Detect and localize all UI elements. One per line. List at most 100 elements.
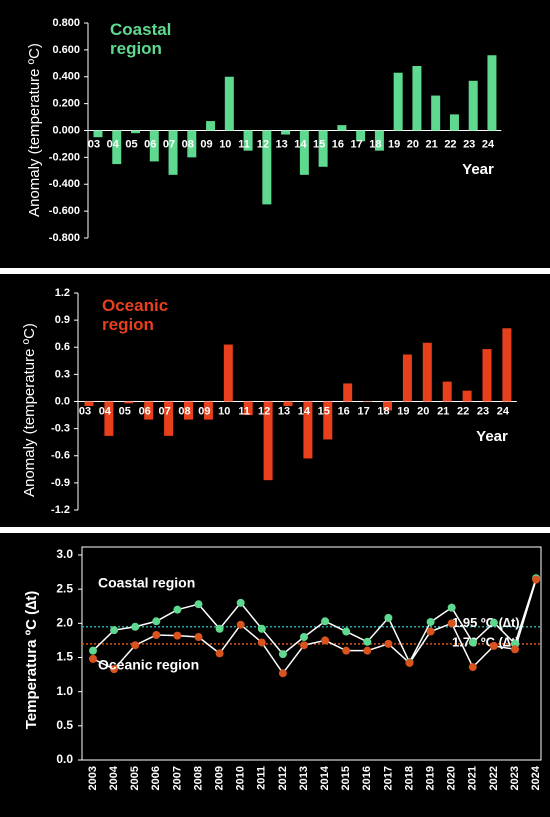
x-tick-label: 24 <box>482 138 495 150</box>
point <box>89 646 97 655</box>
x-tick-label: 20 <box>407 138 419 150</box>
x-tick-label: 15 <box>318 405 330 417</box>
x-tick-label: 12 <box>258 405 270 417</box>
y-tick-label: 0.400 <box>52 71 80 83</box>
y-tick-label: 0.5 <box>56 718 73 732</box>
x-tick-label: 08 <box>182 138 194 150</box>
bar <box>383 401 392 411</box>
x-tick-label: 22 <box>457 405 469 417</box>
point <box>321 636 330 645</box>
y-tick-label: -0.9 <box>51 477 70 489</box>
x-tick-label: 2017 <box>382 766 394 790</box>
y-tick-label: 0.000 <box>52 124 80 136</box>
panel-background <box>0 533 550 817</box>
y-tick-label: 0.200 <box>52 98 80 110</box>
point <box>342 646 351 655</box>
bar <box>468 80 478 131</box>
x-tick-label: 2015 <box>340 766 352 790</box>
point <box>363 646 372 655</box>
point <box>278 669 287 678</box>
x-tick-label: 14 <box>298 405 311 417</box>
point <box>405 658 414 667</box>
x-tick-label: 04 <box>99 405 112 417</box>
point <box>257 624 266 633</box>
x-tick-label: 2012 <box>277 766 289 790</box>
point <box>426 627 435 636</box>
y-tick-label: 0.3 <box>55 368 70 380</box>
point <box>426 617 435 626</box>
point <box>384 639 393 648</box>
x-tick-label: 20 <box>417 405 429 417</box>
x-tick-label: 2021 <box>467 766 479 790</box>
y-tick-label: -0.400 <box>49 178 80 190</box>
x-tick-label: 18 <box>369 138 381 150</box>
bar <box>243 401 253 416</box>
bar <box>422 342 432 402</box>
bar <box>299 130 309 175</box>
x-tick-label: 14 <box>294 138 307 150</box>
point <box>447 603 456 612</box>
y-tick-label: 1.2 <box>55 287 70 299</box>
bar <box>149 130 159 162</box>
x-tick-label: 12 <box>257 138 269 150</box>
bar <box>402 354 412 402</box>
point <box>131 641 140 650</box>
bar <box>374 130 384 151</box>
point <box>152 617 161 626</box>
bar <box>131 130 141 134</box>
x-tick-label: 2003 <box>87 766 99 790</box>
bar <box>449 114 459 131</box>
y-tick-label: 3.0 <box>56 547 73 561</box>
point <box>321 617 330 626</box>
x-tick-label: 22 <box>444 138 456 150</box>
x-tick-label: 2005 <box>129 766 141 790</box>
x-tick-label: 06 <box>144 138 156 150</box>
y-tick-label: 0.6 <box>55 341 70 353</box>
y-axis-label: Temperatura ºC (∆t) <box>23 591 40 730</box>
x-tick-label: 09 <box>198 405 210 417</box>
x-axis-label: Year <box>462 161 494 178</box>
point <box>110 626 119 635</box>
x-tick-label: 05 <box>119 405 131 417</box>
x-tick-label: 11 <box>238 405 250 417</box>
bar <box>412 66 422 131</box>
y-tick-label: 1.0 <box>56 684 73 698</box>
x-tick-label: 2014 <box>319 765 331 790</box>
x-tick-label: 16 <box>338 405 350 417</box>
x-tick-label: 2010 <box>235 766 247 790</box>
bar <box>487 55 497 131</box>
bar <box>206 121 216 131</box>
reference-label: 1.70 ºC (∆t) <box>452 634 520 649</box>
x-tick-label: 2008 <box>192 766 204 790</box>
y-tick-label: -0.600 <box>49 205 80 217</box>
point <box>447 619 456 628</box>
x-tick-label: 10 <box>218 405 230 417</box>
x-tick-label: 2024 <box>530 765 542 790</box>
x-tick-label: 2006 <box>150 766 162 790</box>
x-tick-label: 07 <box>163 138 175 150</box>
x-tick-label: 10 <box>219 138 231 150</box>
panel-background <box>0 0 550 268</box>
y-tick-label: 2.0 <box>56 616 73 630</box>
bar <box>356 130 366 142</box>
x-tick-label: 23 <box>477 405 489 417</box>
point <box>89 654 97 663</box>
x-tick-label: 19 <box>397 405 409 417</box>
y-tick-label: 0.0 <box>55 395 70 407</box>
bar <box>112 130 122 165</box>
point <box>173 605 182 614</box>
x-tick-label: 21 <box>426 138 438 150</box>
bar <box>184 401 193 420</box>
x-tick-label: 07 <box>158 405 170 417</box>
panel-title: Oceanic region <box>102 296 169 334</box>
point <box>363 637 372 646</box>
y-tick-label: -0.800 <box>49 232 80 244</box>
x-tick-label: 18 <box>377 405 389 417</box>
bar <box>203 401 213 420</box>
bar <box>263 401 273 481</box>
x-tick-label: 08 <box>178 405 190 417</box>
x-tick-label: 2023 <box>509 766 521 790</box>
point <box>215 624 224 633</box>
x-tick-label: 03 <box>79 405 91 417</box>
x-tick-label: 2022 <box>488 766 500 790</box>
